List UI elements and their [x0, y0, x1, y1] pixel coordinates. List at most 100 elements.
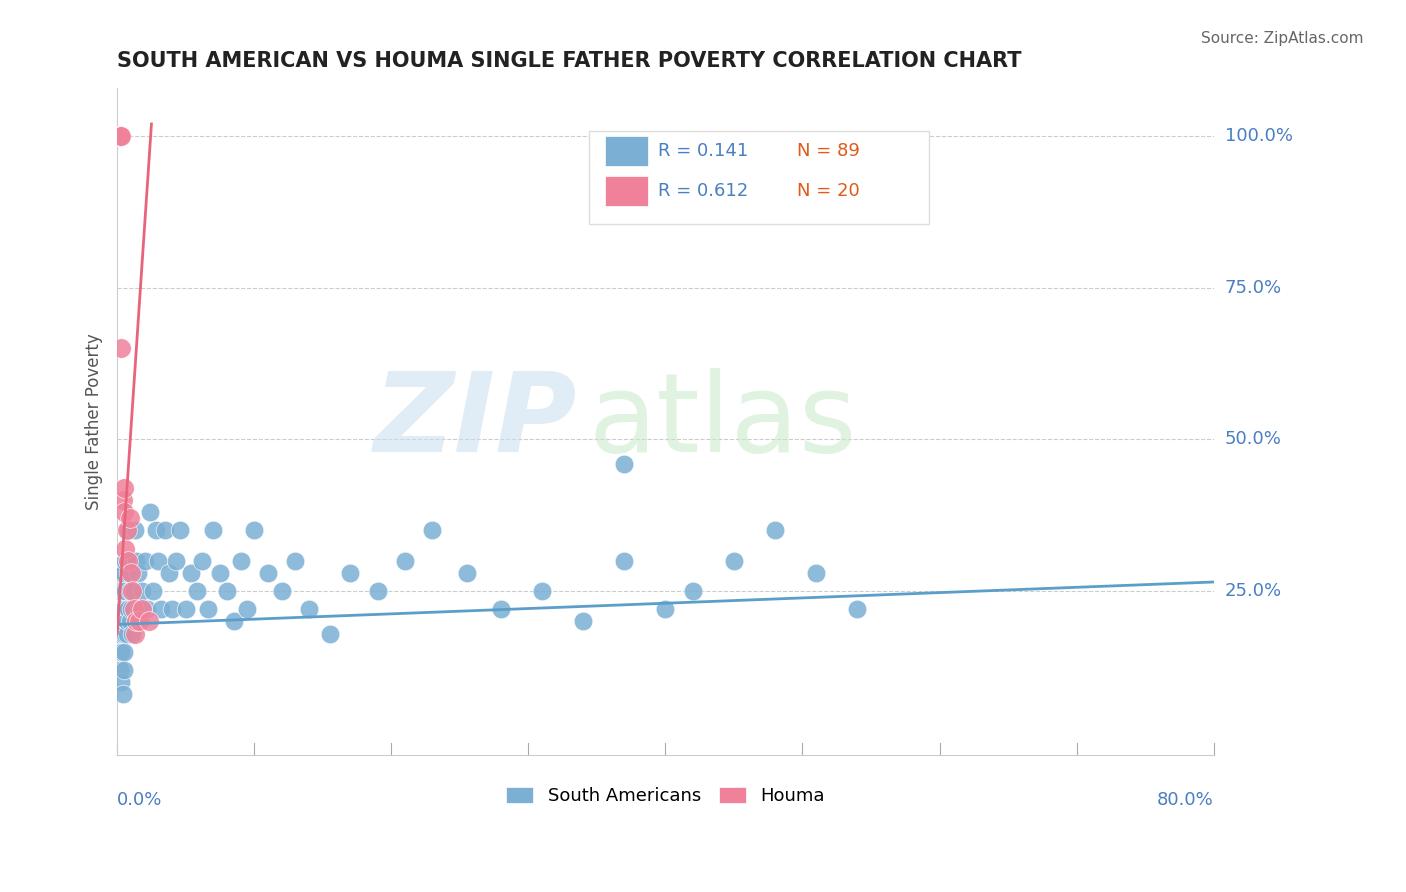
- Point: [115, 615, 138, 629]
- Point: [174, 602, 197, 616]
- Point: [121, 584, 143, 599]
- Text: SOUTH AMERICAN VS HOUMA SINGLE FATHER POVERTY CORRELATION CHART: SOUTH AMERICAN VS HOUMA SINGLE FATHER PO…: [117, 51, 1022, 70]
- Point: [120, 566, 142, 580]
- Point: [111, 687, 134, 701]
- Text: atlas: atlas: [589, 368, 858, 475]
- Point: [160, 602, 183, 616]
- Point: [531, 584, 554, 599]
- Point: [110, 675, 132, 690]
- Point: [682, 584, 704, 599]
- Point: [136, 602, 159, 616]
- Point: [122, 602, 145, 616]
- Text: 50.0%: 50.0%: [1225, 431, 1281, 449]
- Point: [846, 602, 869, 616]
- Point: [125, 554, 148, 568]
- Text: 80.0%: 80.0%: [1157, 791, 1213, 809]
- Point: [613, 457, 636, 471]
- Point: [114, 626, 136, 640]
- Point: [110, 129, 132, 144]
- Point: [112, 505, 135, 519]
- Text: 100.0%: 100.0%: [1225, 127, 1292, 145]
- Point: [186, 584, 208, 599]
- Point: [112, 645, 135, 659]
- Point: [572, 615, 595, 629]
- Point: [108, 615, 131, 629]
- Point: [111, 493, 134, 508]
- Point: [112, 602, 135, 616]
- Point: [298, 602, 321, 616]
- Point: [236, 602, 259, 616]
- Point: [117, 566, 139, 580]
- Point: [131, 584, 153, 599]
- Point: [215, 584, 238, 599]
- Point: [110, 342, 132, 356]
- Point: [111, 615, 134, 629]
- Point: [197, 602, 219, 616]
- Text: N = 20: N = 20: [797, 182, 859, 200]
- Point: [118, 584, 141, 599]
- Point: [112, 481, 135, 495]
- Text: ZIP: ZIP: [374, 368, 578, 475]
- Point: [108, 602, 131, 616]
- Point: [111, 602, 134, 616]
- Point: [489, 602, 512, 616]
- Point: [110, 602, 132, 616]
- Point: [111, 626, 134, 640]
- Point: [654, 602, 676, 616]
- Point: [128, 615, 150, 629]
- Point: [125, 615, 148, 629]
- Point: [112, 615, 135, 629]
- Point: [134, 554, 156, 568]
- Point: [108, 663, 131, 677]
- Point: [120, 602, 142, 616]
- Text: Source: ZipAtlas.com: Source: ZipAtlas.com: [1201, 31, 1364, 46]
- Point: [613, 554, 636, 568]
- Point: [142, 584, 165, 599]
- Point: [110, 645, 132, 659]
- Text: 0.0%: 0.0%: [117, 791, 163, 809]
- Point: [318, 626, 340, 640]
- Point: [191, 554, 214, 568]
- Text: R = 0.612: R = 0.612: [658, 182, 748, 200]
- Point: [111, 584, 134, 599]
- Point: [118, 615, 141, 629]
- Point: [139, 505, 162, 519]
- Point: [148, 554, 170, 568]
- Point: [806, 566, 828, 580]
- Point: [157, 566, 180, 580]
- Point: [150, 602, 173, 616]
- Point: [145, 524, 167, 538]
- Point: [117, 524, 139, 538]
- Point: [257, 566, 280, 580]
- Point: [422, 524, 444, 538]
- Point: [107, 626, 129, 640]
- Point: [339, 566, 361, 580]
- Point: [131, 602, 153, 616]
- Point: [107, 129, 129, 144]
- Point: [114, 541, 136, 556]
- Point: [115, 626, 138, 640]
- Point: [394, 554, 416, 568]
- Point: [243, 524, 266, 538]
- Text: 25.0%: 25.0%: [1225, 582, 1282, 600]
- Point: [118, 511, 141, 525]
- FancyBboxPatch shape: [605, 136, 648, 166]
- Point: [763, 524, 786, 538]
- Point: [117, 602, 139, 616]
- Point: [180, 566, 202, 580]
- Point: [165, 554, 187, 568]
- Text: N = 89: N = 89: [797, 142, 860, 160]
- Text: 75.0%: 75.0%: [1225, 278, 1282, 297]
- Point: [284, 554, 307, 568]
- Point: [112, 663, 135, 677]
- Point: [108, 626, 131, 640]
- Point: [222, 615, 245, 629]
- Point: [112, 566, 135, 580]
- Point: [367, 584, 389, 599]
- Point: [110, 566, 132, 580]
- Point: [115, 524, 138, 538]
- Point: [138, 615, 160, 629]
- Point: [114, 554, 136, 568]
- Point: [108, 129, 131, 144]
- Point: [229, 554, 252, 568]
